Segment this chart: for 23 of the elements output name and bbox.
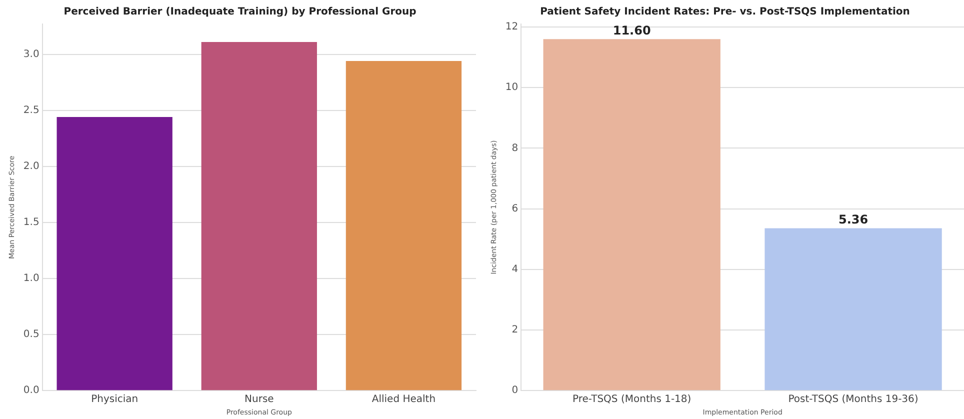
y-tick-label: 10 [505,82,518,94]
y-tick-label: 1.5 [23,217,40,228]
y-tick-label: 0.0 [23,385,40,396]
x-tick-label: Allied Health [372,394,436,406]
chart-title: Perceived Barrier (Inadequate Training) by Professional Group [64,6,416,18]
y-tick-label: 2.5 [23,104,40,116]
y-tick-label: 0.5 [23,329,40,340]
y-tick-label: 2.0 [23,160,40,172]
y-tick-label: 8 [512,142,518,154]
y-tick-label: 12 [505,22,518,33]
y-tick-label: 1.0 [23,273,40,284]
data-label: 5.36 [838,212,868,226]
y-tick-label: 4 [512,264,518,276]
data-label: 11.60 [612,23,651,38]
x-tick-label: Pre-TSQS (Months 1-18) [572,394,692,406]
chart-title: Patient Safety Incident Rates: Pre- vs. Post-TSQS Implementation [540,6,910,18]
x-tick-label: Nurse [244,394,274,406]
y-tick-label: 2 [512,324,518,336]
y-tick-label: 3.0 [23,48,40,60]
y-tick-label: 0 [512,385,518,396]
x-tick-label: Physician [91,394,138,406]
x-tick-label: Post-TSQS (Months 19-36) [788,394,918,406]
y-tick-label: 6 [512,203,518,214]
